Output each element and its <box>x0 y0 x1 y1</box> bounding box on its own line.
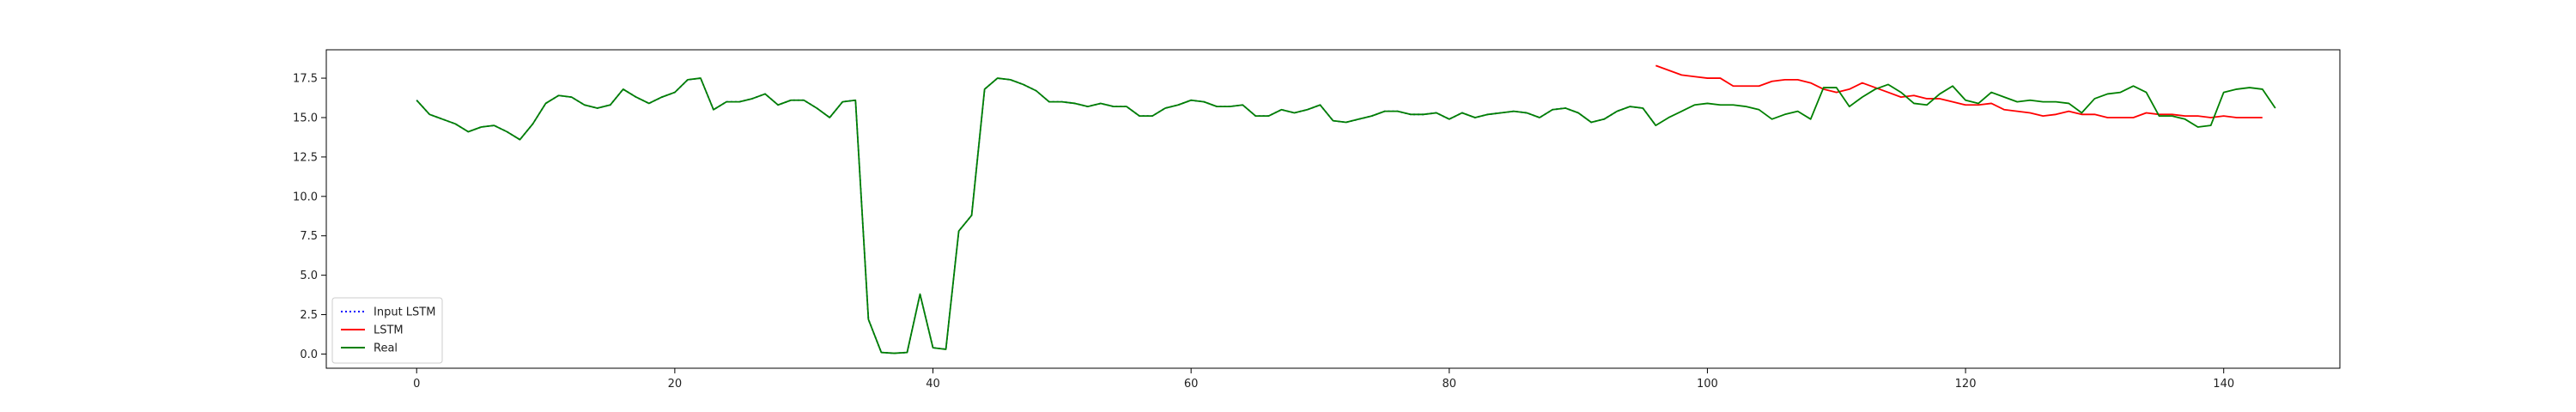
plot-frame <box>325 49 2341 369</box>
y-tick-label: 2.5 <box>300 309 318 322</box>
y-tick-label: 12.5 <box>293 151 318 164</box>
x-axis: 0 20 40 60 80 100 120 140 <box>413 368 2234 391</box>
x-tick-label: 120 <box>1955 378 1977 391</box>
legend: Input LSTM LSTM Real <box>331 297 443 364</box>
series-line-real <box>416 77 2276 354</box>
series-layer <box>416 64 2276 354</box>
y-tick-label: 10.0 <box>293 191 318 203</box>
series-line-lstm <box>1655 64 2263 118</box>
y-tick-label: 17.5 <box>293 73 318 86</box>
legend-label: Input LSTM <box>374 306 435 319</box>
x-tick-label: 80 <box>1443 378 1457 391</box>
x-tick-label: 100 <box>1697 378 1718 391</box>
x-tick-label: 140 <box>2213 378 2234 391</box>
y-tick-label: 0.0 <box>300 348 318 361</box>
x-tick-label: 20 <box>668 378 683 391</box>
y-tick-label: 7.5 <box>300 230 318 243</box>
x-tick-label: 60 <box>1184 378 1199 391</box>
legend-label: Real <box>374 342 398 355</box>
x-tick-label: 0 <box>413 378 420 391</box>
y-tick-label: 15.0 <box>293 112 318 124</box>
y-tick-label: 5.0 <box>300 270 318 282</box>
y-axis: 0.0 2.5 5.0 7.5 10.0 12.5 15.0 17.5 <box>293 73 326 361</box>
legend-label: LSTM <box>374 324 404 337</box>
x-tick-label: 40 <box>926 378 940 391</box>
